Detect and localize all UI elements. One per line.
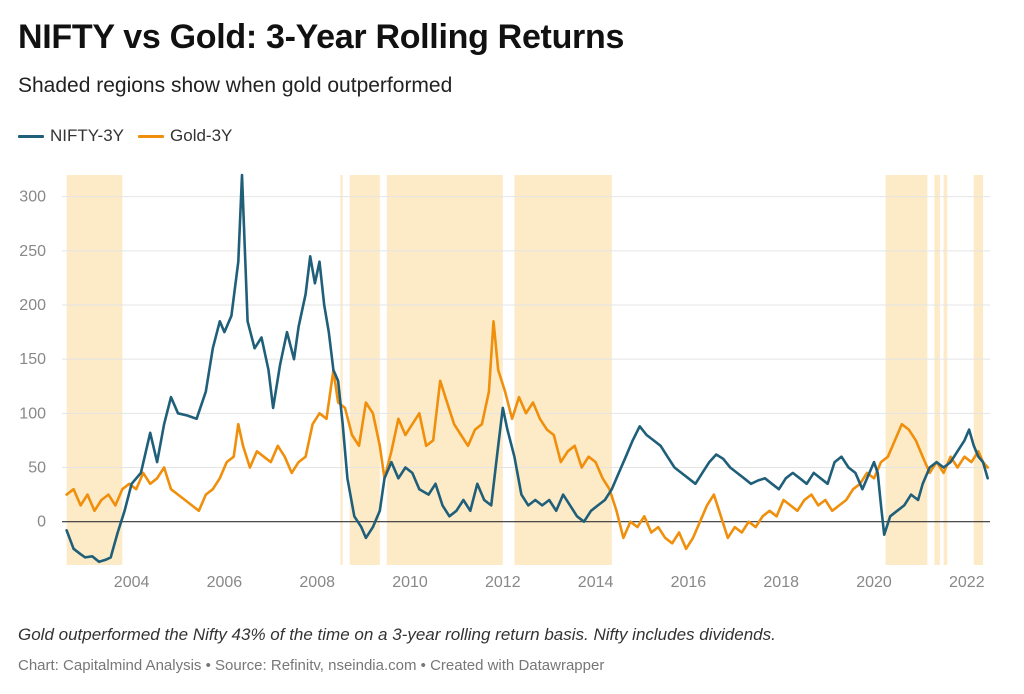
x-tick-label-0: 2004: [114, 574, 150, 591]
series-line-gold-3y: [65, 320, 989, 551]
x-tick-label-8: 2020: [856, 574, 892, 591]
series-line-nifty-3y: [65, 173, 989, 564]
shaded-region-5: [885, 175, 928, 565]
shaded-region-6: [934, 175, 940, 565]
shaded-region-7: [943, 175, 948, 565]
chart-credit: Chart: Capitalmind Analysis • Source: Re…: [18, 657, 605, 674]
x-tick-label-4: 2012: [485, 574, 521, 591]
x-tick-label-1: 2006: [207, 574, 243, 591]
y-tick-label-0: 0: [37, 514, 46, 531]
x-tick-label-6: 2016: [671, 574, 707, 591]
shaded-region-3: [386, 175, 503, 565]
chart-subtitle: Shaded regions show when gold outperform…: [18, 74, 453, 97]
legend-item-nifty: NIFTY-3Y: [18, 126, 124, 146]
y-tick-label-2: 100: [19, 405, 46, 422]
shaded-region-8: [973, 175, 984, 565]
x-tick-label-9: 2022: [949, 574, 985, 591]
shaded-regions: [66, 175, 984, 565]
chart-title: NIFTY vs Gold: 3-Year Rolling Returns: [18, 18, 625, 56]
shaded-region-0: [66, 175, 123, 565]
legend-item-gold: Gold-3Y: [138, 126, 232, 146]
legend-swatch-gold: [138, 134, 165, 138]
y-tick-label-3: 150: [19, 351, 46, 368]
y-tick-label-1: 50: [28, 460, 46, 477]
y-tick-label-4: 200: [19, 297, 46, 314]
legend-label-nifty: NIFTY-3Y: [50, 126, 125, 145]
legend-swatch-nifty: [18, 134, 44, 138]
shaded-region-1: [340, 175, 343, 565]
x-tick-label-5: 2014: [578, 574, 614, 591]
legend: NIFTY-3Y Gold-3Y: [18, 126, 246, 146]
x-tick-label-7: 2018: [763, 574, 799, 591]
x-tick-label-2: 2008: [299, 574, 335, 591]
y-tick-label-6: 300: [19, 189, 46, 206]
axes: 0 50 100 150 200 250 300 2004 2006 2008 2010 2012 20…: [19, 189, 984, 591]
chart-note: Gold outperformed the Nifty 43% of the t…: [18, 625, 776, 644]
y-tick-label-5: 250: [19, 243, 46, 260]
legend-label-gold: Gold-3Y: [170, 126, 233, 145]
shaded-region-4: [514, 175, 612, 565]
series-lines: [65, 173, 989, 564]
x-tick-label-3: 2010: [392, 574, 428, 591]
line-chart: 0 50 100 150 200 250 300 2004 2006 2008 2010 2012 20…: [19, 173, 990, 591]
shaded-region-2: [349, 175, 380, 565]
